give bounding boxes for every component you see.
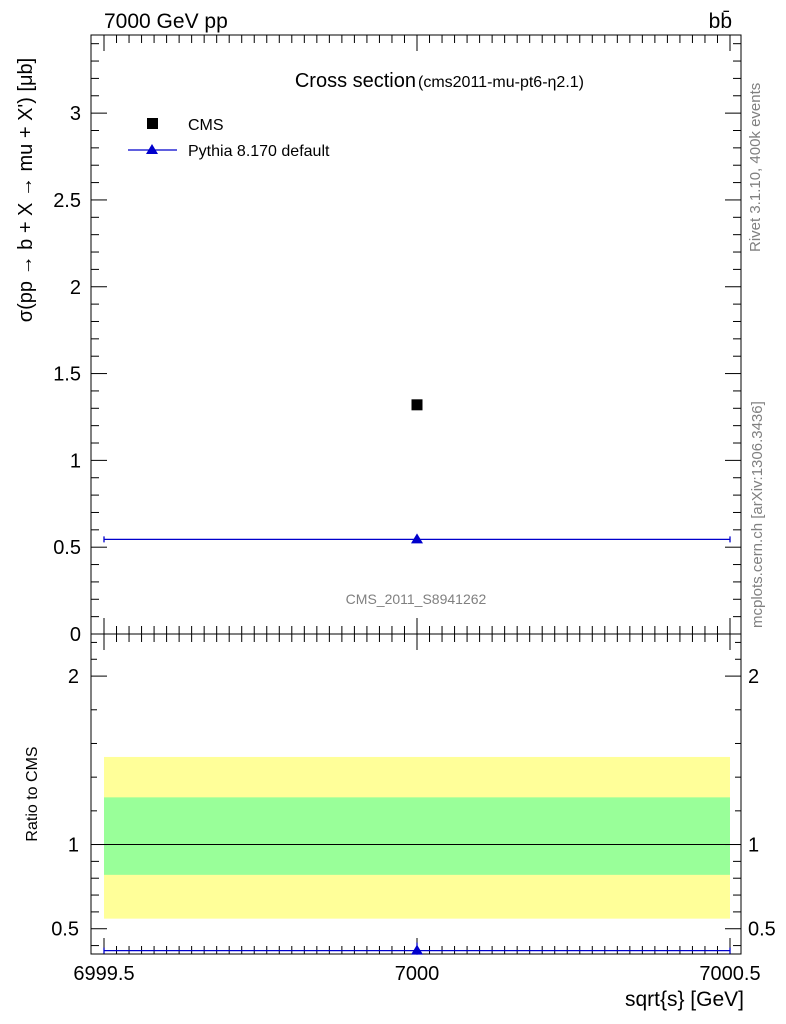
y-tick-label: 0.5 bbox=[53, 537, 81, 559]
ratio-y-tick-label: 0.5 bbox=[51, 919, 79, 941]
main-ytick-labels: 0 0.5 1 1.5 2 2.5 3 bbox=[53, 103, 81, 646]
x-tick-labels: 6999.5 7000 7000.5 bbox=[73, 963, 760, 985]
rivet-label: Rivet 3.1.10, 400k events bbox=[747, 83, 764, 252]
x-tick-label: 7000 bbox=[395, 963, 440, 985]
ratio-panel: 0.5 0.5 1 1 2 2 Ratio to CMS 6999.5 7000 7000.5… bbox=[24, 633, 776, 1011]
y-tick-label: 1.5 bbox=[53, 364, 81, 386]
x-tick-label: 7000.5 bbox=[699, 963, 760, 985]
ratio-y-tick-label-right: 2 bbox=[748, 666, 759, 688]
y-tick-label: 2 bbox=[70, 277, 81, 299]
process-label: bb̄ bbox=[709, 10, 732, 33]
y-tick-label: 2.5 bbox=[53, 190, 81, 212]
ratio-marks bbox=[91, 844, 741, 955]
y-tick-label: 0 bbox=[70, 624, 81, 646]
ratio-pythia-data-point bbox=[411, 944, 423, 955]
ratio-y-tick-label-right: 1 bbox=[748, 835, 759, 857]
ratio-y-tick-label: 2 bbox=[68, 666, 79, 688]
legend-cms-label: CMS bbox=[188, 117, 224, 134]
x-axis-label: sqrt{s} [GeV] bbox=[625, 988, 744, 1011]
y-tick-label: 3 bbox=[70, 103, 81, 125]
mcplots-label: mcplots.cern.ch [arXiv:1306.3436] bbox=[749, 401, 766, 628]
y-axis-label: σ(pp → b + X → mu + X') [μb] bbox=[15, 58, 37, 322]
main-panel: 0 0.5 1 1.5 2 2.5 3 Cross section (cms2011-mu-… bbox=[15, 34, 742, 646]
y-tick-label: 1 bbox=[70, 450, 81, 472]
analysis-label: CMS_2011_S8941262 bbox=[346, 591, 487, 607]
chart-subtitle: (cms2011-mu-pt6-η2.1) bbox=[418, 74, 584, 91]
x-tick-label: 6999.5 bbox=[73, 963, 134, 985]
ratio-y-tick-label: 1 bbox=[68, 835, 79, 857]
main-ticks bbox=[91, 35, 741, 635]
legend-cms-marker bbox=[147, 118, 158, 129]
ratio-y-axis-label: Ratio to CMS bbox=[24, 746, 41, 841]
ratio-y-tick-label-right: 0.5 bbox=[748, 919, 776, 941]
ratio-ytick-labels: 0.5 0.5 1 1 2 2 bbox=[51, 666, 776, 941]
energy-label: 7000 GeV pp bbox=[104, 10, 228, 33]
chart-title: Cross section bbox=[295, 70, 416, 92]
cms-data-point bbox=[411, 399, 423, 411]
legend-pythia-marker bbox=[146, 144, 158, 154]
pythia-data-point bbox=[411, 533, 423, 544]
ratio-band-inner bbox=[104, 797, 730, 875]
legend-pythia-label: Pythia 8.170 default bbox=[188, 143, 330, 160]
main-marks bbox=[103, 399, 731, 544]
ratio-bands bbox=[104, 756, 730, 919]
